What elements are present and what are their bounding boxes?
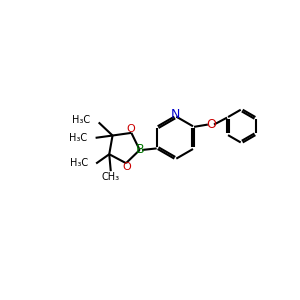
Text: H₃C: H₃C — [69, 133, 87, 143]
Text: N: N — [171, 108, 180, 121]
Text: CH₃: CH₃ — [102, 172, 120, 182]
Text: H₃C: H₃C — [70, 158, 88, 169]
Text: O: O — [126, 124, 135, 134]
Text: O: O — [122, 162, 131, 172]
Text: B: B — [135, 143, 144, 157]
Text: O: O — [206, 118, 216, 131]
Text: H₃C: H₃C — [72, 115, 90, 125]
